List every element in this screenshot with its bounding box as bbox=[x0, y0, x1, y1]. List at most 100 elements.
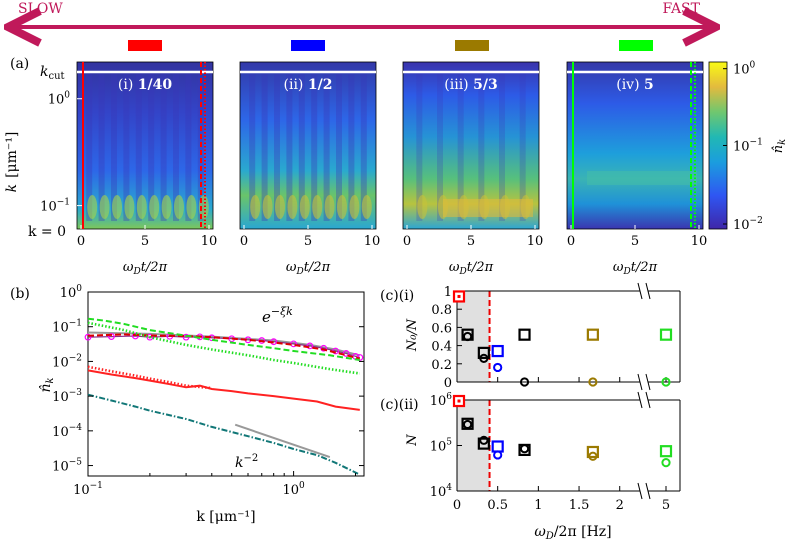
b-xtick-label-base: 10 bbox=[73, 483, 90, 498]
heatmap-fringe bbox=[249, 74, 256, 221]
c-xtick-label: 1.5 bbox=[569, 498, 590, 513]
heatmap-ytick-label: 10−1 bbox=[40, 198, 70, 215]
c-point-circle bbox=[661, 458, 671, 468]
heatmap-peak bbox=[112, 195, 122, 219]
b-ytick-label: 10−1 bbox=[52, 319, 82, 336]
xlabel-rest: t/2π bbox=[141, 260, 168, 275]
heatmap-title: (iii) 5/3 bbox=[444, 77, 497, 93]
c-ytick-label: 0.2 bbox=[431, 358, 452, 373]
c-ytick-label: 0.8 bbox=[431, 303, 452, 318]
heatmap-peak bbox=[262, 195, 273, 219]
heatmap-fringe bbox=[360, 74, 367, 221]
b-ytick-label-exp: −3 bbox=[69, 388, 83, 398]
heatmap-xtick-label: 10 bbox=[527, 234, 544, 249]
c-xtick-label: 0.5 bbox=[487, 498, 508, 513]
b-ytick-label-base: 10 bbox=[52, 355, 69, 370]
heatmap-xtick-label: 0 bbox=[77, 234, 85, 249]
panel-c-ii-label: (c)(ii) bbox=[380, 397, 419, 413]
series-point bbox=[306, 342, 314, 350]
heatmap-fringe bbox=[197, 74, 204, 221]
heatmap-xlabel: ωDt/2π bbox=[123, 260, 168, 277]
series-line bbox=[87, 393, 361, 476]
heatmap-4: (iv) 5 0 5 10 ωDt/2π bbox=[566, 61, 707, 277]
heatmap-value: 1/40 bbox=[138, 77, 173, 93]
xlabel-sub: D bbox=[295, 267, 303, 277]
c-point-square bbox=[491, 440, 504, 453]
xlabel-rest: t/2π bbox=[467, 260, 494, 275]
heatmap-ytick-label: 100 bbox=[48, 91, 71, 108]
heatmap-roman: (ii) bbox=[284, 77, 308, 93]
colorbar-tick-label: 10−1 bbox=[733, 138, 763, 155]
c-point-circle bbox=[479, 435, 489, 445]
heatmap-xtick-label: 0 bbox=[567, 234, 575, 249]
b-xtick-label: 100 bbox=[282, 481, 305, 498]
heatmap-peak bbox=[287, 195, 298, 219]
heatmap-fringe bbox=[185, 74, 192, 221]
shaded-region bbox=[457, 400, 490, 491]
kcut-label: kcut bbox=[40, 64, 65, 82]
heatmap-peak bbox=[417, 195, 428, 219]
c-point-circle bbox=[588, 377, 598, 387]
c-ytick-label-base: 10 bbox=[430, 394, 447, 409]
heatmap-title: (i) 1/40 bbox=[118, 77, 172, 93]
c-panel-1: 0 0.2 0.4 0.6 0.8 1 bbox=[431, 282, 681, 391]
colorbar-tick-label-base: 10 bbox=[733, 218, 750, 233]
colorbar-label: n̂k bbox=[771, 139, 788, 153]
heatmap-peak bbox=[99, 195, 110, 219]
heatmap-fringe bbox=[274, 74, 280, 221]
heatmap-title: (iv) 5 bbox=[616, 77, 654, 93]
heatmap-fringe bbox=[457, 74, 464, 221]
b-ytick-label: 10−2 bbox=[52, 353, 82, 370]
heatmap-fringe bbox=[298, 74, 305, 221]
series-line bbox=[87, 369, 360, 411]
heatmap-fringe bbox=[286, 74, 293, 221]
heatmap-fringe bbox=[148, 74, 155, 221]
b-ytick-label: 100 bbox=[60, 284, 83, 301]
heatmap-title: (ii) 1/2 bbox=[284, 77, 333, 93]
heatmap-xlabel: ωDt/2π bbox=[286, 260, 331, 277]
panel-b-label: (b) bbox=[10, 286, 30, 302]
c-xtick-label: 0 bbox=[453, 498, 461, 513]
heatmap-ytick-label-base: 10 bbox=[40, 200, 57, 215]
c-point-square bbox=[659, 328, 673, 341]
panel-b-ylabel: n̂k bbox=[38, 377, 56, 392]
heatmap-fringe bbox=[416, 74, 423, 221]
c-xtick-label: 2 bbox=[616, 498, 624, 513]
heatmap-value: 1/2 bbox=[308, 77, 333, 93]
heatmap-xtick-label: 5 bbox=[631, 234, 639, 249]
heatmap-xtick-label: 5 bbox=[304, 234, 312, 249]
anno-pow: k−2 bbox=[235, 453, 258, 471]
c-ytick-label-exp: 5 bbox=[446, 438, 452, 448]
heatmap-2: (ii) 1/2 0 5 10 ωDt/2π bbox=[239, 61, 380, 277]
series-point bbox=[342, 350, 350, 357]
c-point-square bbox=[586, 328, 599, 341]
heatmap-peak bbox=[186, 195, 197, 219]
colorbar-tick-label-base: 10 bbox=[733, 140, 750, 155]
xlabel-omega: ω bbox=[613, 260, 624, 275]
heatmap-fringe bbox=[499, 74, 505, 221]
series-line bbox=[87, 321, 360, 375]
heatmap-ytick-label-exp: −1 bbox=[57, 198, 70, 208]
b-xtick-label-base: 10 bbox=[282, 483, 299, 498]
swatch-olive bbox=[455, 40, 489, 51]
heatmap-value: 5/3 bbox=[473, 77, 498, 93]
panel-c-i-ylabel: N₀/N bbox=[405, 318, 420, 352]
series-line bbox=[87, 317, 360, 361]
panel-b-plot bbox=[84, 317, 364, 476]
series-point bbox=[84, 333, 92, 341]
b-ytick-label-base: 10 bbox=[52, 390, 69, 405]
heatmap-xtick-label: 0 bbox=[403, 234, 411, 249]
swatch-blue bbox=[291, 40, 325, 51]
panel-b-xlabel: k [μm⁻¹] bbox=[196, 509, 255, 525]
series-line bbox=[234, 423, 331, 459]
series-point bbox=[182, 333, 190, 341]
b-ytick-label-base: 10 bbox=[52, 460, 69, 475]
heatmap-fringe bbox=[135, 74, 142, 221]
b-xtick-label: 10−1 bbox=[73, 481, 103, 498]
speed-arrow: SLOW FAST bbox=[12, 1, 712, 51]
c-point-circle bbox=[493, 362, 503, 373]
